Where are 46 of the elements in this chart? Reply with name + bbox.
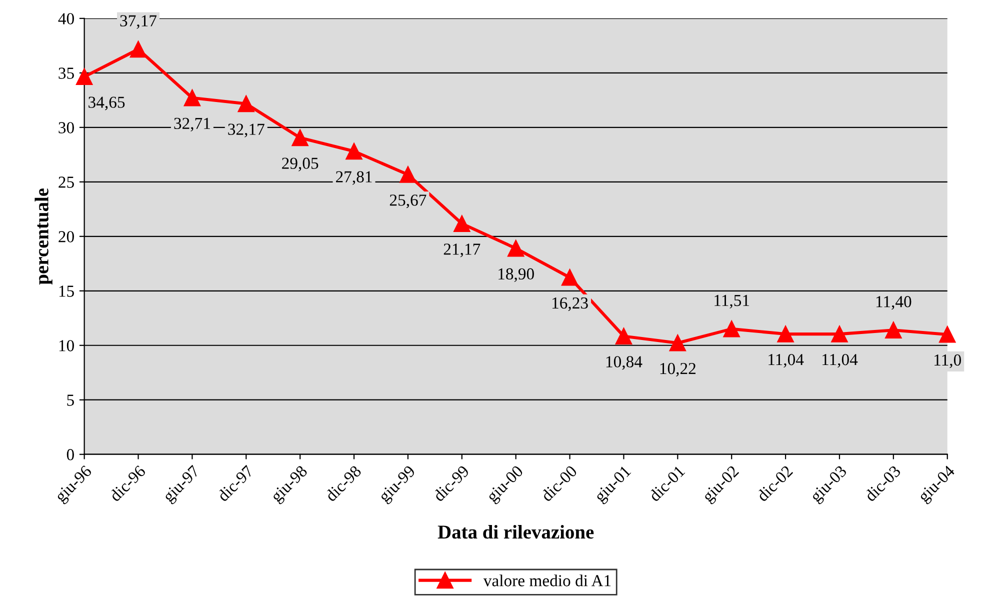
data-label: 29,05 [282, 158, 318, 172]
data-label: 11,51 [714, 294, 750, 308]
point [939, 326, 956, 343]
x-axis-title: Data di rilevazione [438, 524, 594, 539]
data-label: 37,17 [120, 15, 157, 29]
data-label: 32,71 [174, 118, 210, 132]
y-tick-label: 10 [59, 340, 74, 352]
y-tick-label: 40 [58, 13, 74, 24]
point [238, 95, 254, 112]
y-tick-label: 0 [66, 449, 74, 460]
point [346, 142, 362, 160]
point [723, 320, 740, 338]
point [508, 240, 524, 257]
point [669, 334, 686, 352]
data-label: 27,81 [336, 171, 372, 185]
data-label: 11,04 [822, 354, 858, 368]
y-tick-label: 5 [67, 394, 74, 406]
data-label: 10,84 [606, 356, 642, 370]
y-tick-label: 20 [58, 231, 74, 242]
data-label: 11,40 [876, 296, 912, 310]
point [292, 129, 308, 146]
data-label: 21,17 [444, 244, 480, 258]
data-label: 10,22 [660, 362, 696, 377]
point [400, 166, 416, 183]
y-tick-label: 15 [59, 286, 74, 297]
data-label: 18,90 [498, 268, 534, 282]
point [184, 90, 201, 106]
data-label: 32,17 [228, 124, 264, 138]
data-label: 11,04 [768, 354, 804, 368]
point [777, 326, 794, 342]
point [76, 68, 93, 86]
legend-label: valore medio di A1 [483, 574, 611, 586]
y-tick-label: 35 [58, 68, 74, 79]
data-label: 25,67 [390, 194, 426, 208]
point [831, 326, 848, 342]
point [885, 322, 902, 338]
point [615, 328, 632, 345]
point [454, 215, 470, 232]
y-axis-title: percentuale [34, 188, 52, 285]
y-tick-label: 25 [58, 176, 74, 188]
data-label: 11,0 [934, 354, 961, 368]
data-label: 16,23 [552, 297, 588, 312]
data-label: 34,65 [88, 96, 125, 110]
y-tick-label: 30 [58, 122, 74, 134]
point [130, 40, 147, 58]
point [561, 269, 578, 286]
